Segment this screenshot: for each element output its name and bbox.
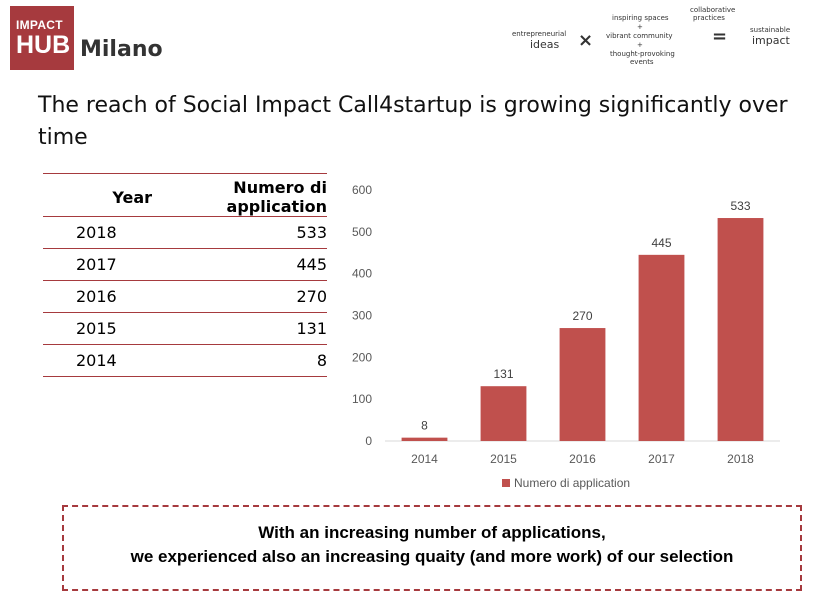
tagline-community: vibrant community (606, 32, 673, 40)
cell-year: 2016 (43, 280, 152, 313)
x-tick-label: 2015 (490, 452, 517, 466)
cell-applications: 270 (152, 280, 327, 313)
slide-title: The reach of Social Impact Call4startup … (38, 93, 788, 150)
table-row: 2017 445 (43, 248, 327, 281)
cell-year: 2018 (43, 216, 152, 249)
logo-mark: IMPACT HUB (10, 6, 74, 70)
column-header-year: Year (43, 173, 152, 217)
data-label: 533 (730, 199, 750, 213)
y-tick-label: 500 (352, 225, 372, 239)
cell-applications: 8 (152, 344, 327, 377)
bar (638, 254, 685, 441)
cell-applications: 131 (152, 312, 327, 345)
impact-hub-logo: IMPACT HUB Milano (10, 6, 163, 70)
x-tick-label: 2014 (411, 452, 438, 466)
tagline-equals: = (712, 26, 728, 47)
logo-city: Milano (80, 36, 163, 62)
x-tick-label: 2016 (569, 452, 596, 466)
cell-applications: 445 (152, 248, 327, 281)
data-label: 445 (651, 236, 671, 250)
tagline-spaces: inspiring spaces (612, 14, 669, 22)
logo-line2: HUB (16, 31, 71, 59)
tagline-ideas-top: entrepreneurial (512, 30, 567, 38)
table-header-row: Year Numero di application (43, 173, 327, 217)
data-label: 131 (493, 367, 513, 381)
applications-table: Year Numero di application 2018 533 2017… (43, 173, 327, 377)
cell-applications: 533 (152, 216, 327, 249)
tagline-events: events (630, 58, 654, 66)
table-row: 2014 8 (43, 344, 327, 377)
cell-year: 2017 (43, 248, 152, 281)
callout-line1: With an increasing number of application… (258, 523, 606, 542)
x-tick-label: 2017 (648, 452, 675, 466)
y-tick-label: 200 (352, 350, 372, 364)
tagline-events-top: thought-provoking (610, 50, 675, 58)
logo-line1: IMPACT (16, 18, 63, 32)
applications-bar-chart: 0 100 200 300 400 500 600 8 2014 131 2015 270 2016 44… (352, 183, 780, 490)
tagline-plus2: + (637, 41, 643, 49)
y-tick-label: 0 (365, 434, 372, 448)
callout-line2: we experienced also an increasing quaity… (130, 547, 734, 566)
x-tick-label: 2018 (727, 452, 754, 466)
bar (717, 218, 764, 441)
tagline-plus1: + (637, 23, 643, 31)
tagline-practices-top: collaborative (690, 6, 736, 14)
tagline-impact: impact (752, 34, 790, 47)
tagline-times: × (578, 30, 594, 51)
legend-swatch (502, 479, 510, 487)
data-label: 8 (421, 419, 428, 433)
tagline-practices: practices (693, 14, 725, 22)
callout-box: With an increasing number of application… (62, 505, 802, 591)
cell-year: 2015 (43, 312, 152, 345)
cell-year: 2014 (43, 344, 152, 377)
bar (401, 437, 448, 441)
tagline-ideas: ideas (530, 38, 560, 51)
table-row: 2016 270 (43, 280, 327, 313)
y-tick-label: 300 (352, 309, 372, 323)
y-tick-label: 600 (352, 183, 372, 197)
tagline-impact-top: sustainable (750, 26, 791, 34)
y-tick-label: 100 (352, 392, 372, 406)
data-label: 270 (572, 309, 592, 323)
column-header-applications: Numero di application (152, 173, 327, 217)
bar (480, 386, 527, 441)
bar (559, 328, 606, 441)
table-row: 2015 131 (43, 312, 327, 345)
legend-label: Numero di application (514, 476, 630, 490)
table-row: 2018 533 (43, 216, 327, 249)
y-tick-label: 400 (352, 267, 372, 281)
